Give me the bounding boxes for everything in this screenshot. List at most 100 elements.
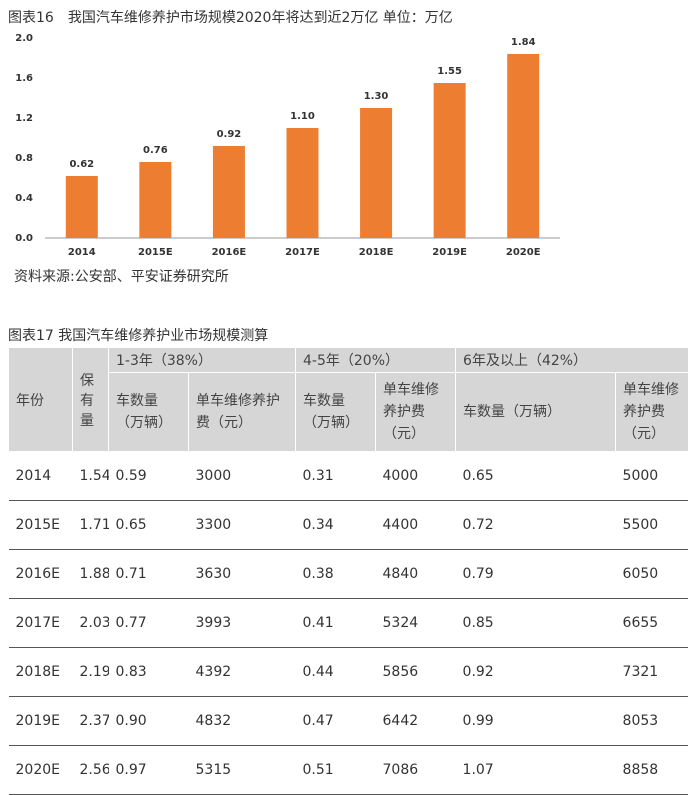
table-cell: 0.59 bbox=[109, 452, 189, 501]
chart-title: 图表16 我国汽车维修养护市场规模2020年将达到近2万亿 单位：万亿 bbox=[8, 9, 453, 26]
x-tick-label: 2016E bbox=[212, 247, 247, 258]
header-cell: 单车维修养护费（元） bbox=[376, 373, 456, 452]
table-cell: 2.19 bbox=[73, 648, 109, 697]
table-cell: 0.44 bbox=[296, 648, 376, 697]
bar bbox=[287, 128, 319, 238]
table-cell: 1.88 bbox=[73, 550, 109, 599]
table-cell: 4832 bbox=[189, 697, 296, 746]
table-cell: 2017E bbox=[9, 599, 73, 648]
x-tick-label: 2018E bbox=[359, 247, 394, 258]
bar bbox=[66, 176, 98, 238]
table-cell: 0.79 bbox=[456, 550, 616, 599]
value-label: 0.76 bbox=[143, 145, 168, 156]
table-cell: 5315 bbox=[189, 746, 296, 795]
table-cell: 6655 bbox=[616, 599, 688, 648]
value-label: 1.30 bbox=[364, 91, 389, 102]
table-cell: 3000 bbox=[189, 452, 296, 501]
table-cell: 4400 bbox=[376, 501, 456, 550]
table-cell: 3993 bbox=[189, 599, 296, 648]
group-cell: 6年及以上（42%） bbox=[456, 348, 688, 373]
table-cell: 0.47 bbox=[296, 697, 376, 746]
value-label: 0.92 bbox=[217, 129, 242, 140]
group-cell: 4-5年（20%） bbox=[296, 348, 456, 373]
table-cell: 2.37 bbox=[73, 697, 109, 746]
table-cell: 2016E bbox=[9, 550, 73, 599]
table-cell: 6050 bbox=[616, 550, 688, 599]
header-cell: 年份 bbox=[9, 348, 73, 452]
header-row: 车数量（万辆）单车维修养护费（元）车数量（万辆）单车维修养护费（元）车数量（万辆… bbox=[9, 373, 688, 452]
table-cell: 5000 bbox=[616, 452, 688, 501]
header-cell: 车数量（万辆） bbox=[296, 373, 376, 452]
table-cell: 2.03 bbox=[73, 599, 109, 648]
bar bbox=[139, 162, 171, 238]
table-cell: 0.34 bbox=[296, 501, 376, 550]
table-cell: 2.56 bbox=[73, 746, 109, 795]
value-label: 1.10 bbox=[290, 111, 315, 122]
y-tick-label: 0.4 bbox=[15, 193, 33, 204]
table-cell: 8053 bbox=[616, 697, 688, 746]
y-tick-label: 0.0 bbox=[15, 233, 33, 244]
table-cell: 1.54 bbox=[73, 452, 109, 501]
x-tick-label: 2019E bbox=[432, 247, 467, 258]
y-tick-label: 0.8 bbox=[15, 153, 33, 164]
table-cell: 2019E bbox=[9, 697, 73, 746]
table-cell: 3300 bbox=[189, 501, 296, 550]
value-label: 0.62 bbox=[69, 159, 94, 170]
table-cell: 0.85 bbox=[456, 599, 616, 648]
value-label: 1.84 bbox=[511, 37, 536, 48]
header-cell: 单车维修养护费（元） bbox=[616, 373, 688, 452]
y-tick-label: 1.2 bbox=[15, 113, 33, 124]
bar bbox=[213, 146, 245, 238]
table-cell: 0.90 bbox=[109, 697, 189, 746]
header-cell: 车数量（万辆） bbox=[456, 373, 616, 452]
table-cell: 4840 bbox=[376, 550, 456, 599]
table-cell: 0.99 bbox=[456, 697, 616, 746]
table-cell: 0.51 bbox=[296, 746, 376, 795]
bar bbox=[360, 108, 392, 238]
bar bbox=[507, 54, 539, 238]
group-cell: 1-3年（38%） bbox=[109, 348, 296, 373]
x-tick-label: 2017E bbox=[285, 247, 320, 258]
table-cell: 0.83 bbox=[109, 648, 189, 697]
table-cell: 0.71 bbox=[109, 550, 189, 599]
table-cell: 0.31 bbox=[296, 452, 376, 501]
x-tick-label: 2014 bbox=[68, 247, 96, 258]
table-cell: 4000 bbox=[376, 452, 456, 501]
table-cell: 0.41 bbox=[296, 599, 376, 648]
table-cell: 0.92 bbox=[456, 648, 616, 697]
bar bbox=[434, 83, 466, 238]
table-cell: 5324 bbox=[376, 599, 456, 648]
header-cell: 保有量 bbox=[73, 348, 109, 452]
table-cell: 0.77 bbox=[109, 599, 189, 648]
table-cell: 2015E bbox=[9, 501, 73, 550]
table-cell: 0.97 bbox=[109, 746, 189, 795]
table-cell: 0.72 bbox=[456, 501, 616, 550]
table-cell: 6442 bbox=[376, 697, 456, 746]
table-cell: 2018E bbox=[9, 648, 73, 697]
table-cell: 2020E bbox=[9, 746, 73, 795]
table-cell: 0.65 bbox=[456, 452, 616, 501]
table-cell: 3630 bbox=[189, 550, 296, 599]
table-cell: 8858 bbox=[616, 746, 688, 795]
table-title: 图表17 我国汽车维修养护业市场规模测算 bbox=[8, 325, 268, 345]
x-tick-label: 2020E bbox=[506, 247, 541, 258]
table-cell: 0.38 bbox=[296, 550, 376, 599]
table-cell: 4392 bbox=[189, 648, 296, 697]
x-tick-label: 2015E bbox=[138, 247, 173, 258]
y-tick-label: 2.0 bbox=[15, 33, 33, 44]
source: 资料来源:公安部、平安证券研究所 bbox=[14, 269, 229, 285]
table-cell: 0.65 bbox=[109, 501, 189, 550]
table-cell: 1.71 bbox=[73, 501, 109, 550]
table-cell: 7321 bbox=[616, 648, 688, 697]
header-cell: 单车维修养护费（元） bbox=[189, 373, 296, 452]
